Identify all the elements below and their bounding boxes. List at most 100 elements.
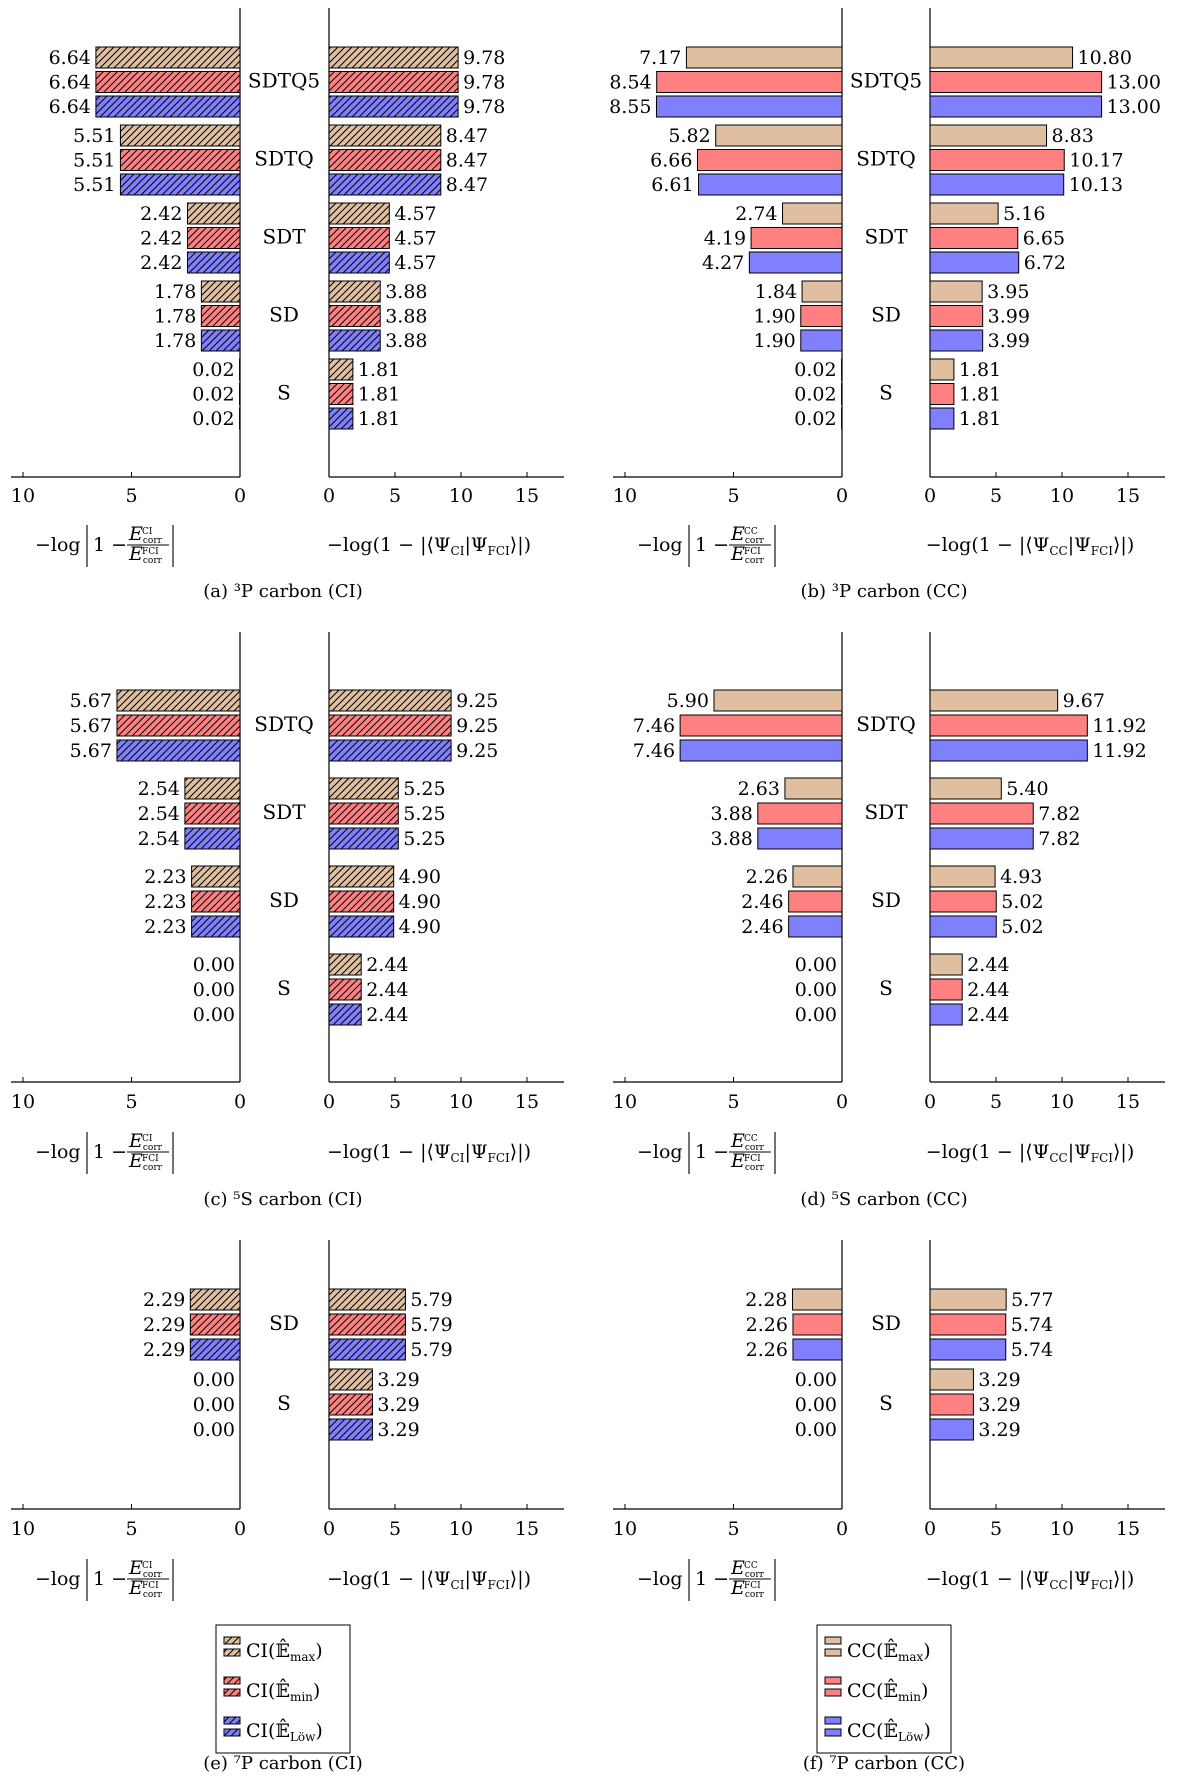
left-bar-outline	[679, 714, 843, 737]
right-bar-hatch	[329, 47, 459, 68]
right-axis-label: −log(1 − |⟨ΨCC|ΨFCI⟩|)	[926, 1141, 1135, 1165]
right-value-label: 5.79	[410, 1314, 452, 1336]
right-value-label: 4.93	[1000, 866, 1042, 888]
legend-swatch	[825, 1637, 841, 1644]
axis-label-text: −log	[637, 1141, 683, 1163]
panel-a: 10 5 0 0 5 10 15 SDTQ5 6.64 9.78 6.64 9.78 6.64 9.78 S…	[11, 8, 564, 602]
right-tick-label: 0	[924, 1518, 936, 1540]
right-value-label: 10.17	[1069, 150, 1123, 172]
right-bar	[930, 690, 1058, 711]
right-value-label: 5.74	[1011, 1339, 1053, 1361]
left-bar-hatch	[184, 803, 240, 824]
legend-entry: CC(𝔼̂min)	[847, 1678, 928, 1704]
legend-swatch	[825, 1649, 841, 1656]
right-bar-outline	[929, 1368, 974, 1391]
left-tick-label: 0	[234, 1518, 246, 1540]
right-bar-outline	[328, 227, 390, 249]
fraction-numerator: EcorrCC	[730, 1130, 765, 1153]
left-bar-outline	[119, 124, 241, 147]
right-bar	[930, 1339, 1006, 1360]
right-bar-outline	[929, 46, 1074, 69]
level-label: S	[277, 976, 291, 1000]
panel-c: 10 5 0 0 5 10 15 SDTQ 5.67 9.25 5.67 9.25 5.67 9.25 SD…	[11, 632, 564, 1210]
left-value-label: 2.29	[143, 1339, 185, 1361]
right-value-label: 13.00	[1107, 96, 1161, 118]
left-bar-outline	[184, 777, 241, 800]
right-tick-label: 5	[389, 1518, 401, 1540]
legend-entry: CI(𝔼̂min)	[246, 1678, 320, 1704]
right-value-label: 6.65	[1023, 228, 1065, 250]
right-value-label: 13.00	[1107, 72, 1161, 94]
level-label: S	[879, 976, 893, 1000]
level-label: S	[277, 381, 291, 405]
right-bar-hatch	[329, 1004, 362, 1025]
right-bar	[930, 916, 997, 937]
level-label: SDTQ	[856, 712, 915, 736]
right-bar-outline	[328, 714, 452, 737]
right-value-label: 9.25	[456, 740, 498, 762]
left-bar	[792, 866, 842, 887]
right-value-label: 3.99	[988, 330, 1030, 352]
right-bar-hatch	[329, 1369, 373, 1390]
left-value-label: 0.00	[193, 1394, 235, 1416]
right-bar	[930, 330, 983, 351]
legend-entry: CC(𝔼̂max)	[847, 1638, 931, 1664]
right-bar-outline	[929, 329, 984, 352]
right-bar-outline	[929, 202, 999, 225]
left-bar	[686, 47, 842, 68]
left-value-label: 1.78	[154, 330, 196, 352]
left-tick-label: 10	[11, 1518, 35, 1540]
left-bar	[800, 305, 842, 327]
axis-label-text: 1 −	[695, 534, 729, 556]
legend-swatch-outline	[223, 1716, 241, 1725]
left-bar-hatch	[187, 203, 240, 224]
left-value-label: 0.00	[795, 1369, 837, 1391]
right-bar	[930, 305, 983, 327]
left-value-label: 5.51	[73, 174, 115, 196]
right-tick-label: 10	[449, 1518, 473, 1540]
panel-caption: (e) ⁷P carbon (CI)	[203, 1753, 363, 1774]
left-bar	[792, 1314, 842, 1335]
right-value-label: 5.02	[1001, 916, 1043, 938]
left-bar	[698, 174, 842, 195]
legend-cc: CC(𝔼̂max) CC(𝔼̂min) CC(𝔼̂Löw)	[816, 1624, 952, 1754]
axis-label-text: 1 −	[695, 1141, 729, 1163]
right-value-label: 3.88	[385, 330, 427, 352]
left-bar-outline	[186, 202, 241, 225]
left-bar-outline	[116, 689, 241, 712]
right-value-label: 5.40	[1006, 778, 1048, 800]
right-value-label: 11.92	[1092, 715, 1146, 737]
right-bar-hatch	[329, 715, 452, 736]
right-bar-outline	[328, 202, 390, 225]
level-label: SDTQ	[254, 712, 313, 736]
left-value-label: 2.74	[735, 203, 777, 225]
right-bar-hatch	[329, 149, 441, 171]
left-value-label: 2.26	[746, 1314, 788, 1336]
left-bar	[792, 1289, 842, 1310]
axis-label-text: 1 −	[93, 534, 127, 556]
right-value-label: 1.81	[959, 359, 1001, 381]
right-value-label: 3.88	[385, 281, 427, 303]
right-value-label: 1.81	[959, 408, 1001, 430]
fraction-denominator: EcorrFCI	[128, 1577, 163, 1600]
left-bar-hatch	[184, 828, 240, 849]
left-value-label: 2.28	[745, 1289, 787, 1311]
right-value-label: 4.57	[394, 228, 436, 250]
left-bar-hatch	[116, 690, 240, 711]
right-value-label: 2.44	[967, 954, 1009, 976]
right-bar-hatch	[329, 1289, 406, 1310]
left-bar-outline	[792, 1313, 843, 1336]
right-bar-outline	[328, 890, 395, 913]
right-bar-outline	[929, 305, 984, 327]
right-value-label: 6.72	[1024, 252, 1066, 274]
right-bar-outline	[328, 1288, 406, 1311]
right-bar-hatch	[329, 891, 394, 912]
right-value-label: 4.57	[394, 203, 436, 225]
left-bar	[782, 203, 842, 224]
right-bar-outline	[929, 227, 1019, 249]
axis-label-text: −log	[637, 1568, 683, 1590]
left-value-label: 5.67	[70, 715, 112, 737]
left-bar-hatch	[95, 96, 240, 117]
left-bar-hatch	[95, 71, 240, 93]
